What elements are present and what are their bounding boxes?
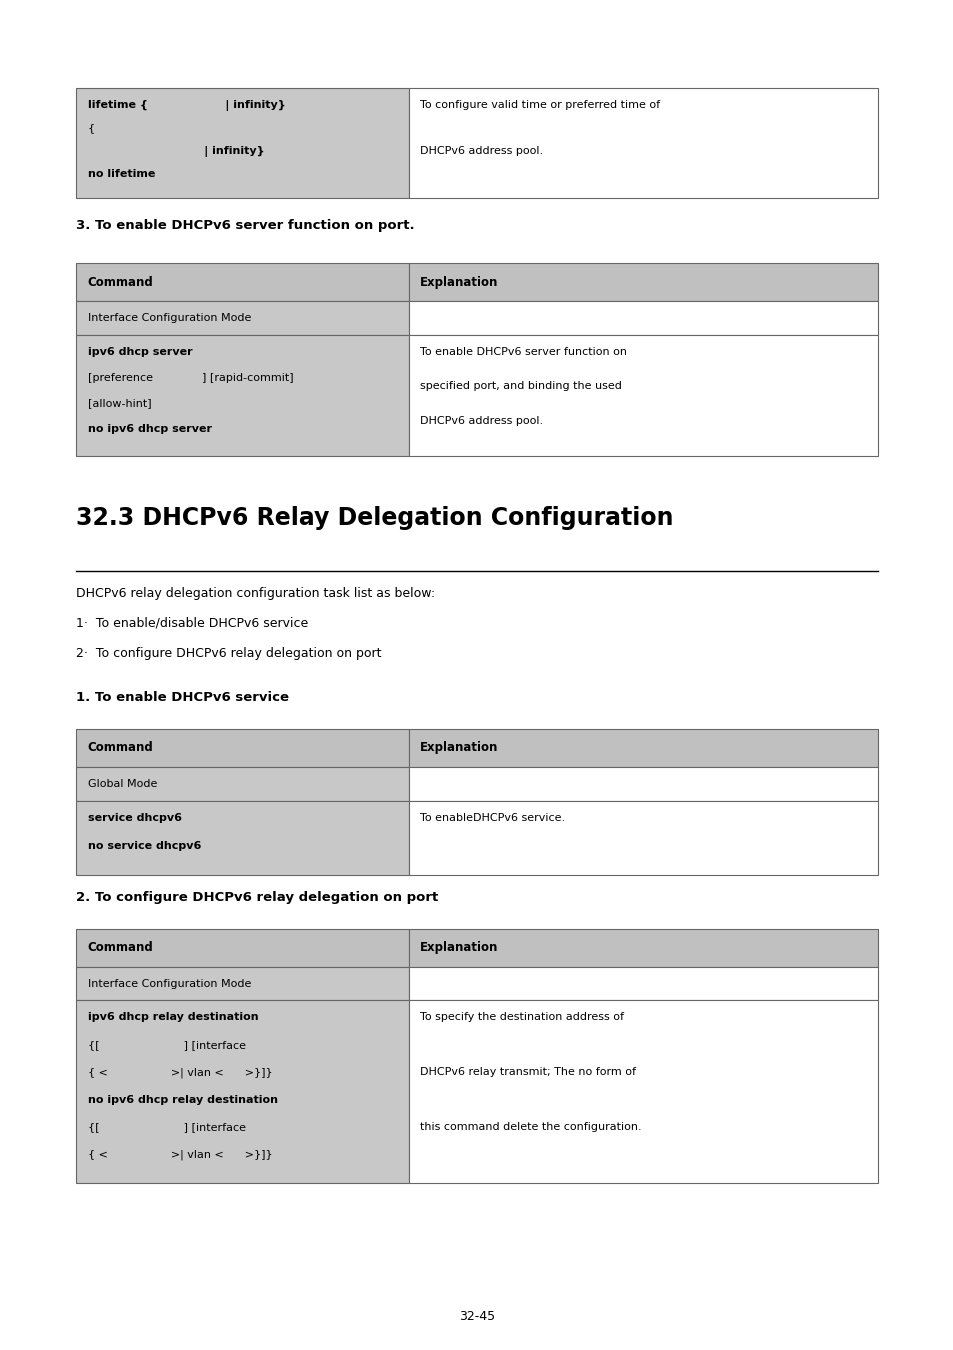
Text: To configure valid time or preferred time of: To configure valid time or preferred tim… <box>420 100 659 109</box>
Text: specified port, and binding the used: specified port, and binding the used <box>420 382 621 391</box>
Bar <box>76 729 409 767</box>
Text: To specify the destination address of: To specify the destination address of <box>420 1012 623 1022</box>
Text: this command delete the configuration.: this command delete the configuration. <box>420 1122 641 1131</box>
Text: DHCPv6 relay transmit; The no form of: DHCPv6 relay transmit; The no form of <box>420 1068 636 1077</box>
Text: 32.3 DHCPv6 Relay Delegation Configuration: 32.3 DHCPv6 Relay Delegation Configurati… <box>76 506 673 531</box>
Text: To enableDHCPv6 service.: To enableDHCPv6 service. <box>420 813 565 822</box>
Text: ipv6 dhcp server: ipv6 dhcp server <box>88 347 193 356</box>
Bar <box>409 1000 877 1183</box>
Bar <box>409 729 877 767</box>
Bar <box>409 335 877 456</box>
Bar <box>76 929 409 967</box>
Bar <box>409 263 877 301</box>
Text: { <                  >| vlan <      >}]}: { < >| vlan < >}]} <box>88 1149 273 1160</box>
Text: Global Mode: Global Mode <box>88 779 157 788</box>
Text: {: { <box>88 123 94 134</box>
Bar <box>409 801 877 875</box>
Text: 1·  To enable/disable DHCPv6 service: 1· To enable/disable DHCPv6 service <box>76 617 308 630</box>
Text: Explanation: Explanation <box>420 275 498 289</box>
Text: 32-45: 32-45 <box>458 1310 495 1323</box>
Text: 2·  To configure DHCPv6 relay delegation on port: 2· To configure DHCPv6 relay delegation … <box>76 647 381 660</box>
Text: 2. To configure DHCPv6 relay delegation on port: 2. To configure DHCPv6 relay delegation … <box>76 891 438 904</box>
Text: To enable DHCPv6 server function on: To enable DHCPv6 server function on <box>420 347 627 356</box>
Bar <box>409 967 877 1000</box>
Text: { <                  >| vlan <      >}]}: { < >| vlan < >}]} <box>88 1068 273 1077</box>
Text: lifetime {                    | infinity}: lifetime { | infinity} <box>88 100 285 111</box>
Text: 1. To enable DHCPv6 service: 1. To enable DHCPv6 service <box>76 691 289 705</box>
Text: Explanation: Explanation <box>420 741 498 755</box>
Bar <box>76 801 409 875</box>
Text: [allow-hint]: [allow-hint] <box>88 398 152 409</box>
Text: no service dhcpv6: no service dhcpv6 <box>88 841 201 850</box>
Text: Command: Command <box>88 741 153 755</box>
Text: {[                        ] [interface: {[ ] [interface <box>88 1122 246 1131</box>
Bar <box>409 88 877 198</box>
Text: [preference              ] [rapid-commit]: [preference ] [rapid-commit] <box>88 373 294 383</box>
Text: DHCPv6 address pool.: DHCPv6 address pool. <box>420 146 543 157</box>
Text: no lifetime: no lifetime <box>88 169 155 180</box>
Text: | infinity}: | infinity} <box>88 146 264 157</box>
Bar <box>76 301 409 335</box>
Text: Explanation: Explanation <box>420 941 498 954</box>
Bar <box>409 301 877 335</box>
Text: Command: Command <box>88 275 153 289</box>
Bar <box>409 767 877 801</box>
Text: no ipv6 dhcp relay destination: no ipv6 dhcp relay destination <box>88 1095 277 1104</box>
Text: Command: Command <box>88 941 153 954</box>
Bar <box>76 967 409 1000</box>
Text: service dhcpv6: service dhcpv6 <box>88 813 182 822</box>
Text: ipv6 dhcp relay destination: ipv6 dhcp relay destination <box>88 1012 258 1022</box>
Text: DHCPv6 relay delegation configuration task list as below:: DHCPv6 relay delegation configuration ta… <box>76 587 435 601</box>
Text: DHCPv6 address pool.: DHCPv6 address pool. <box>420 416 543 425</box>
Bar <box>76 767 409 801</box>
Text: {[                        ] [interface: {[ ] [interface <box>88 1040 246 1050</box>
Bar <box>76 263 409 301</box>
Bar <box>76 1000 409 1183</box>
Bar <box>76 88 409 198</box>
Bar <box>76 335 409 456</box>
Text: Interface Configuration Mode: Interface Configuration Mode <box>88 313 251 323</box>
Bar <box>409 929 877 967</box>
Text: 3. To enable DHCPv6 server function on port.: 3. To enable DHCPv6 server function on p… <box>76 219 415 232</box>
Text: Interface Configuration Mode: Interface Configuration Mode <box>88 979 251 988</box>
Text: no ipv6 dhcp server: no ipv6 dhcp server <box>88 424 212 435</box>
